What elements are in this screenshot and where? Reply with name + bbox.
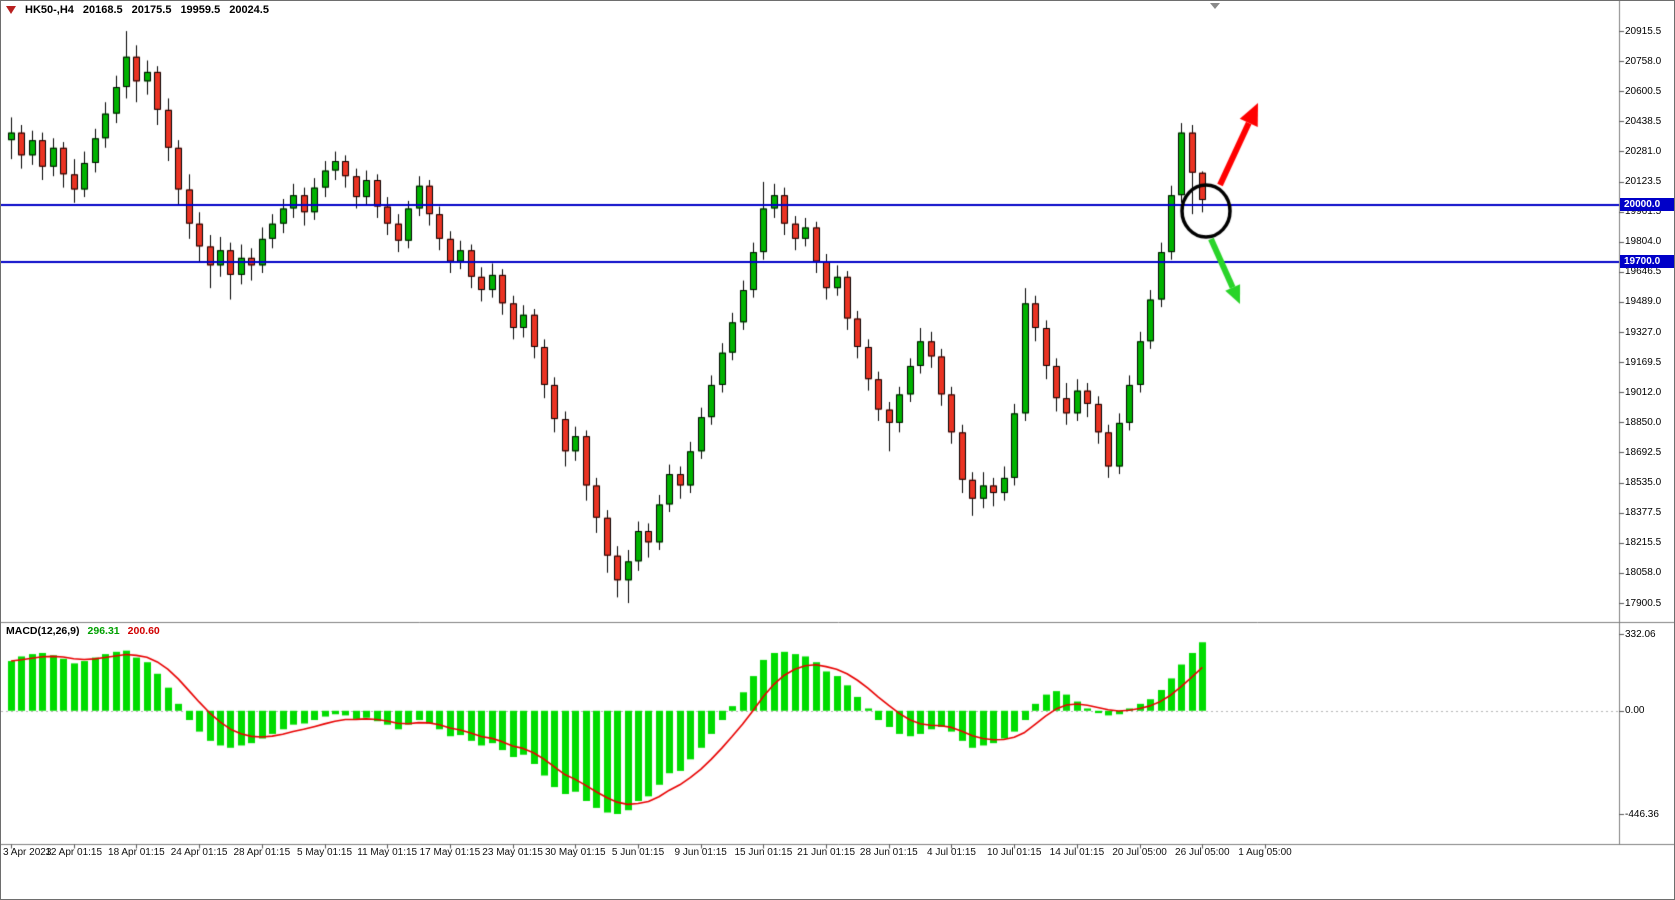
macd-value: 296.31 [87,625,120,637]
chart-shift-marker-icon[interactable] [1210,3,1220,9]
macd-title: MACD(12,26,9) [6,625,80,637]
high-value: 20175.5 [131,4,172,16]
macd-caption: MACD(12,26,9) 296.31 200.60 [6,625,160,637]
macd-signal-value: 200.60 [127,625,160,637]
symbol-period-label: HK50-,H4 [25,4,74,16]
open-value: 20168.5 [82,4,123,16]
close-value: 20024.5 [229,4,269,16]
low-value: 19959.5 [180,4,221,16]
chart-dropdown-icon[interactable] [6,6,16,14]
chart-info-bar: HK50-,H4 20168.5 20175.5 19959.5 20024.5 [6,4,269,16]
